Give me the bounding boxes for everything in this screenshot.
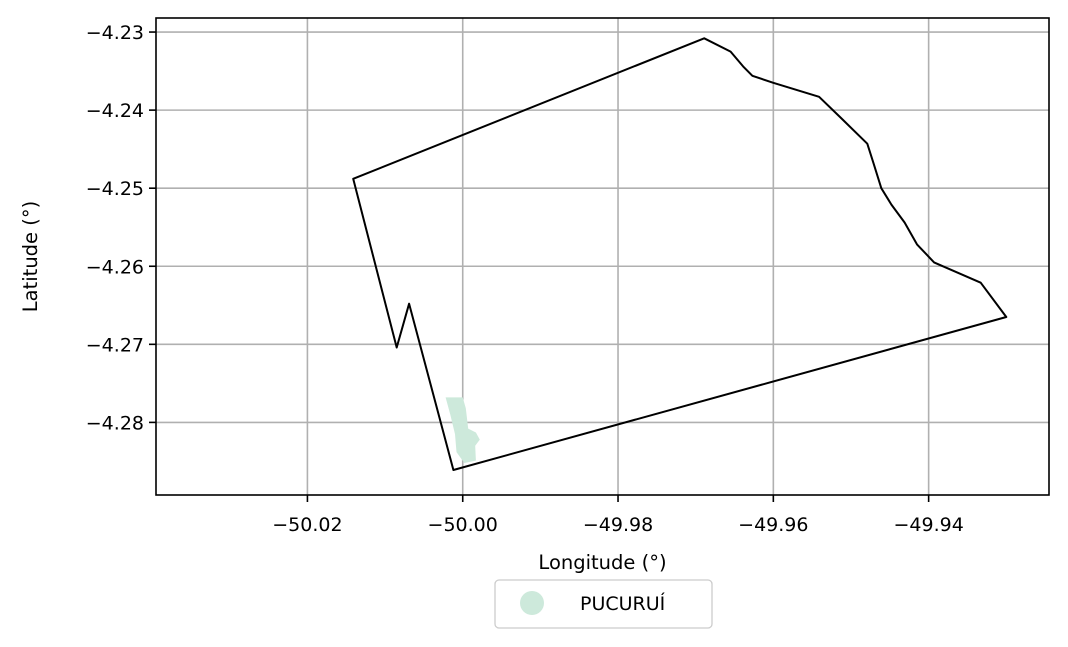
legend: PUCURUÍ	[495, 580, 712, 628]
y-tick-label: −4.25	[86, 178, 144, 200]
x-tick-label: −49.98	[583, 514, 653, 536]
legend-label-pucurui: PUCURUÍ	[580, 592, 666, 615]
y-tick-label: −4.28	[86, 412, 144, 434]
legend-marker-pucurui	[520, 591, 544, 615]
y-axis-label: Latitude (°)	[19, 201, 42, 312]
x-tick-label: −50.00	[428, 514, 498, 536]
x-tick-label: −49.96	[738, 514, 808, 536]
y-tick-label: −4.24	[86, 100, 144, 122]
x-tick-label: −49.94	[893, 514, 963, 536]
y-tick-label: −4.27	[86, 334, 144, 356]
y-tick-label: −4.26	[86, 256, 144, 278]
x-axis-label: Longitude (°)	[538, 551, 666, 574]
y-tick-label: −4.23	[86, 22, 144, 44]
x-tick-label: −50.02	[272, 514, 342, 536]
